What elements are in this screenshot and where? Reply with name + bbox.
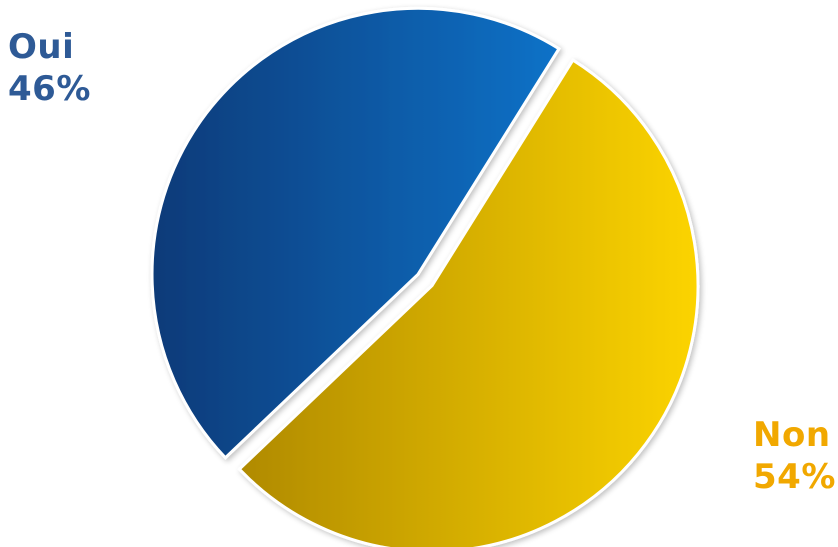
slice-label-non: Non 54% bbox=[753, 414, 836, 498]
slice-label-oui: Oui 46% bbox=[8, 26, 91, 110]
slice-non bbox=[237, 58, 700, 547]
slice-percent-non: 54% bbox=[753, 457, 836, 497]
slice-name-oui: Oui bbox=[8, 27, 75, 67]
slice-name-non: Non bbox=[753, 415, 831, 455]
slice-percent-oui: 46% bbox=[8, 69, 91, 109]
slice-oui bbox=[150, 6, 562, 460]
